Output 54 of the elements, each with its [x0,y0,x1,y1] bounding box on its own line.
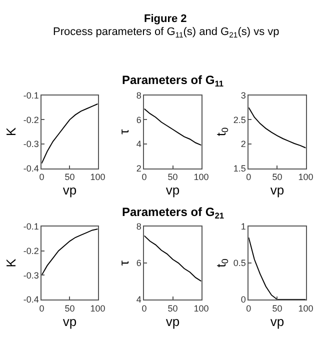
y-axis-title: K [3,127,18,136]
x-tick-label: 100 [298,303,314,314]
x-tick-label: 50 [64,303,75,314]
y-tick-label: -0.4 [23,294,39,305]
x-tick-label: 100 [194,303,209,314]
y-tick-label: 1 [240,222,246,232]
caption: Figure 2 [144,13,187,25]
line-series [144,235,202,282]
x-axis-title: vp [62,314,77,329]
x-tick-label: 50 [64,172,75,182]
text: Process parameters of G$_{11}$(s) and G$_{21}$(s) vs vp [53,26,280,40]
x-tick-label: 50 [168,172,178,182]
line-series [248,107,306,148]
x-tick-label: 50 [272,172,282,182]
chart-title: Parameters of G$_{21}$ [122,205,224,221]
x-tick-label: 100 [90,172,106,182]
line-series [42,228,98,276]
x-axis-title: vp [166,314,180,329]
y-tick-label: 0 [240,294,246,305]
y-tick-label: 2 [136,163,142,174]
x-tick-label: 100 [298,172,314,182]
x-axis-title: vp [270,314,284,329]
y-tick-label: 8 [136,222,142,232]
y-tick-label: 2 [240,139,246,150]
y-tick-label: -0.3 [23,270,39,280]
y-tick-label: -0.2 [23,114,39,125]
y-tick-label: -0.3 [23,139,39,150]
y-tick-label: 2.5 [233,114,246,125]
x-axis-title: vp [270,182,284,198]
line-series [144,108,202,146]
y-tick-label: -0.4 [23,163,39,174]
x-axis-title: vp [166,182,180,198]
y-axis-title: τ [116,128,132,134]
y-tick-label: 6 [136,114,142,125]
x-tick-label: 50 [272,303,282,314]
y-tick-label: 4 [136,294,142,305]
line-series [42,103,98,164]
line-series [248,237,306,300]
y-tick-label: -0.2 [23,246,39,256]
y-tick-label: 6 [136,258,142,268]
y-tick-label: 8 [136,90,142,101]
y-tick-label: 4 [136,139,142,150]
x-axis-title: vp [62,182,77,198]
y-tick-label: 0.5 [233,258,246,268]
y-tick-label: -0.1 [23,90,39,101]
y-tick-label: 1.5 [233,163,246,174]
y-axis-title: τ [116,260,132,266]
x-tick-label: 100 [90,303,106,314]
y-tick-label: -0.1 [23,222,39,232]
chart-title: Parameters of G$_{11}$ [122,73,224,89]
x-tick-label: 100 [194,172,209,182]
y-axis-title: K [3,258,18,268]
x-tick-label: 50 [168,303,178,314]
y-tick-label: 3 [240,90,246,101]
